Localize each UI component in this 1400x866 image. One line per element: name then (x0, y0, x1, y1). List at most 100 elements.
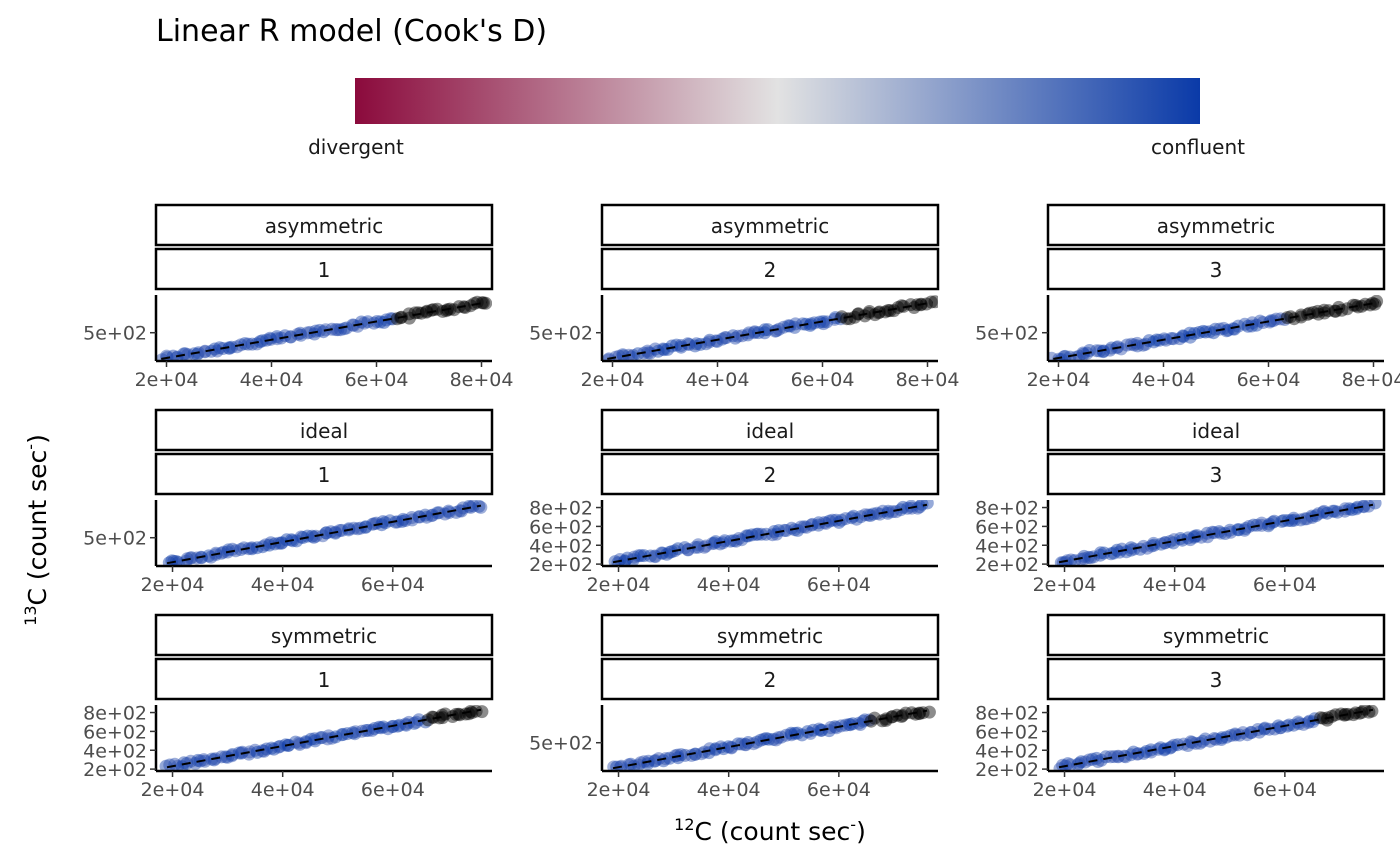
sub-strip-label: 1 (318, 463, 331, 487)
data-point (241, 337, 255, 351)
data-point (390, 312, 404, 326)
data-point (1365, 705, 1379, 718)
data-point (735, 533, 749, 547)
data-point (393, 718, 406, 732)
data-point (333, 524, 347, 537)
data-point (348, 727, 362, 741)
data-point (324, 525, 338, 539)
data-point (289, 735, 302, 749)
panel-asymmetric-1: asymmetric 1 2e+04 4e+04 6e+04 8e+04 5e+02 (83, 203, 514, 391)
data-point (222, 341, 236, 355)
data-point (1252, 725, 1266, 739)
data-point (177, 347, 191, 361)
y-tick-label: 8e+02 (975, 498, 1039, 520)
data-point (1240, 728, 1254, 742)
data-point (181, 348, 195, 361)
data-point (1124, 337, 1138, 351)
x-tick-label: 8e+04 (450, 369, 514, 391)
data-point (710, 334, 724, 348)
data-point (726, 329, 740, 343)
regression-line (1058, 503, 1374, 564)
data-point (215, 750, 228, 764)
data-point (1192, 326, 1206, 339)
data-point (688, 747, 702, 761)
data-point (910, 298, 924, 312)
data-point (1158, 742, 1172, 756)
data-point (316, 325, 330, 339)
data-point (230, 340, 244, 354)
data-point (293, 737, 307, 751)
data-point (1294, 310, 1308, 324)
data-point (691, 540, 705, 554)
data-point (307, 530, 321, 544)
data-point (1224, 729, 1238, 742)
data-point (1362, 500, 1376, 513)
data-point (316, 529, 330, 543)
y-tick-label: 2e+02 (83, 759, 147, 781)
data-point (713, 537, 727, 551)
data-point (305, 529, 319, 543)
data-point (1114, 342, 1128, 356)
data-point (1314, 711, 1328, 725)
data-point (878, 305, 892, 319)
data-point (474, 500, 488, 514)
data-point (1238, 317, 1252, 331)
data-point (1147, 335, 1161, 349)
x-tick-label: 2e+04 (1027, 369, 1091, 391)
data-point (904, 500, 918, 513)
data-point (784, 726, 798, 740)
panel-ideal-1: ideal 1 2e+04 4e+04 6e+04 5e+02 (83, 408, 494, 596)
color-legend: divergent confluent (308, 78, 1245, 159)
data-point (1338, 504, 1352, 518)
regression-line (161, 301, 487, 360)
points (1054, 500, 1382, 566)
data-point (395, 514, 409, 528)
facet-strip (600, 613, 940, 657)
data-point (1238, 523, 1252, 537)
data-point (721, 740, 735, 754)
data-point (797, 520, 811, 534)
y-tick-label: 2e+02 (975, 759, 1039, 781)
data-point (1255, 518, 1269, 532)
data-point (707, 536, 721, 550)
x-tick-label: 2e+04 (1033, 779, 1097, 801)
data-point (185, 551, 199, 565)
data-point (678, 748, 692, 762)
data-point (1167, 738, 1181, 752)
y-tick-label: 5e+02 (83, 528, 147, 550)
data-point (891, 301, 905, 314)
data-point (909, 707, 923, 721)
data-point (1173, 332, 1187, 346)
data-point (1266, 314, 1280, 328)
x-axis-title-sup: 12 (674, 815, 694, 834)
sub-strip (1046, 247, 1386, 291)
panel-asymmetric-2: asymmetric 2 2e+04 4e+04 6e+04 8e+04 5e+02 (529, 203, 959, 391)
data-point (322, 729, 336, 743)
data-point (674, 339, 688, 352)
data-point (881, 506, 895, 520)
sub-strip (154, 247, 494, 291)
data-point (361, 315, 375, 329)
data-point (705, 537, 719, 551)
data-point (377, 720, 390, 734)
data-point (761, 323, 775, 337)
data-point (751, 527, 765, 541)
data-point (709, 742, 723, 756)
data-point (308, 327, 321, 341)
points (602, 295, 938, 361)
data-point (858, 508, 872, 522)
x-tick-label: 6e+04 (1237, 369, 1301, 391)
data-point (351, 319, 365, 333)
data-point (750, 735, 764, 749)
data-point (731, 737, 745, 751)
data-point (1329, 304, 1343, 318)
facet-strip (1046, 203, 1386, 247)
data-point (1342, 502, 1356, 516)
data-point (1267, 514, 1281, 528)
data-point (912, 707, 926, 721)
facet-strip (600, 408, 940, 452)
data-point (1356, 500, 1370, 513)
regression-line (1053, 301, 1379, 360)
data-point (1294, 308, 1308, 322)
y-axis-title: 13C (count sec-) (21, 434, 52, 626)
